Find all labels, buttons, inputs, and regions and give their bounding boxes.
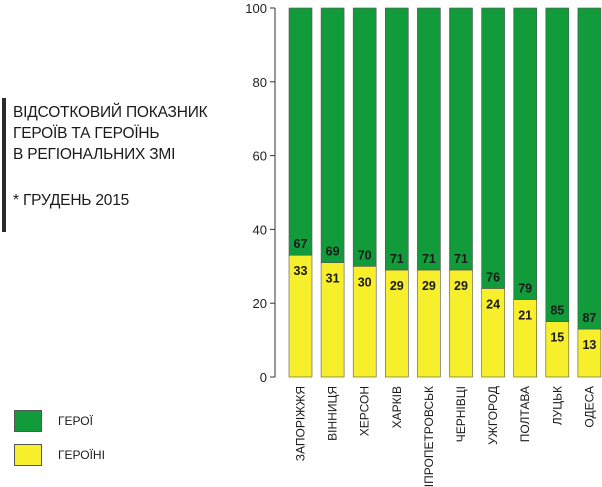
data-label-heroines: 15 bbox=[550, 331, 564, 345]
x-tick-label: ВІННИЦЯ bbox=[326, 386, 340, 441]
x-tick-label: ЧЕРНІВЦІ bbox=[454, 386, 468, 442]
data-label-heroines: 33 bbox=[294, 264, 308, 278]
data-label-heroes: 85 bbox=[550, 304, 564, 318]
y-tick-label: 60 bbox=[253, 149, 267, 164]
x-tick-label: ДНІПРОПЕТРОВСЬК bbox=[422, 386, 436, 487]
y-tick-label: 80 bbox=[253, 75, 267, 90]
bar-heroes bbox=[481, 7, 505, 289]
bar-heroes bbox=[449, 7, 473, 271]
data-label-heroines: 29 bbox=[454, 279, 468, 293]
chart-title: ВІДСОТКОВИЙ ПОКАЗНИК ГЕРОЇВ ТА ГЕРОЇНЬ В… bbox=[13, 102, 223, 165]
legend-label-heroes: ГЕРОЇ bbox=[58, 414, 93, 428]
bar-heroes bbox=[288, 7, 313, 256]
data-label-heroines: 24 bbox=[486, 297, 500, 311]
data-label-heroes: 70 bbox=[358, 248, 372, 262]
y-tick-label: 0 bbox=[260, 370, 267, 385]
data-label-heroes: 67 bbox=[294, 237, 308, 251]
title-line: ВІДСОТКОВИЙ ПОКАЗНИК bbox=[13, 104, 208, 121]
bar-heroes bbox=[513, 7, 538, 300]
title-block: ВІДСОТКОВИЙ ПОКАЗНИК ГЕРОЇВ ТА ГЕРОЇНЬ В… bbox=[0, 98, 230, 234]
x-tick-label: ОДЕСА bbox=[582, 386, 596, 428]
chart-subtitle: * ГРУДЕНЬ 2015 bbox=[13, 192, 130, 209]
y-tick-label: 20 bbox=[253, 296, 267, 311]
bar-heroes bbox=[384, 7, 409, 271]
y-tick-label: 40 bbox=[253, 222, 267, 237]
x-tick-label: ЛУЦЬК bbox=[550, 386, 564, 425]
bar-heroes bbox=[320, 7, 345, 263]
data-label-heroines: 13 bbox=[582, 338, 596, 352]
data-label-heroes: 76 bbox=[486, 270, 500, 284]
legend-label-heroines: ГЕРОЇНІ bbox=[58, 448, 105, 462]
x-tick-label: ПОЛТАВА bbox=[518, 386, 532, 442]
title-line: В РЕГІОНАЛЬНИХ ЗМІ bbox=[13, 146, 176, 163]
data-label-heroines: 21 bbox=[518, 309, 532, 323]
data-label-heroines: 29 bbox=[422, 279, 436, 293]
legend-swatch-heroes bbox=[14, 410, 42, 432]
data-label-heroines: 31 bbox=[326, 272, 340, 286]
bar-heroes bbox=[352, 7, 377, 267]
title-line: ГЕРОЇВ ТА ГЕРОЇНЬ bbox=[13, 125, 160, 142]
legend-swatch-heroines bbox=[14, 444, 42, 466]
bar-heroes bbox=[417, 7, 441, 271]
data-label-heroes: 71 bbox=[390, 252, 404, 266]
data-label-heroines: 29 bbox=[390, 279, 404, 293]
bar-heroes bbox=[545, 7, 570, 322]
x-tick-label: ХЕРСОН bbox=[358, 386, 372, 436]
data-label-heroes: 79 bbox=[518, 282, 532, 296]
x-tick-label: ЗАПОРІЖЖЯ bbox=[294, 386, 308, 461]
data-label-heroes: 69 bbox=[326, 245, 340, 259]
data-label-heroines: 30 bbox=[358, 275, 372, 289]
x-tick-label: УЖГОРОД bbox=[486, 386, 500, 445]
bar-heroines bbox=[577, 328, 602, 378]
data-label-heroes: 87 bbox=[582, 311, 596, 325]
title-accent-bar bbox=[2, 98, 6, 232]
data-label-heroes: 71 bbox=[422, 252, 436, 266]
y-tick-label: 100 bbox=[245, 1, 267, 16]
bar-heroes bbox=[577, 7, 602, 330]
data-label-heroes: 71 bbox=[454, 252, 468, 266]
x-tick-label: ХАРКІВ bbox=[390, 386, 404, 428]
